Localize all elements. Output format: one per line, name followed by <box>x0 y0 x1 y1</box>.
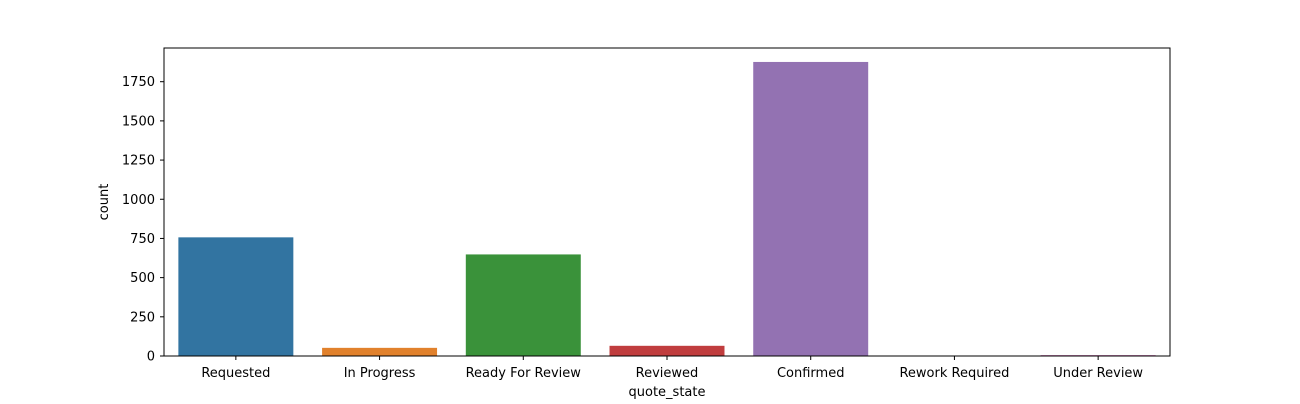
x-tick-label: Requested <box>201 366 270 381</box>
x-tick-label: Under Review <box>1053 366 1143 381</box>
bar-in-progress <box>322 348 437 356</box>
bars-layer <box>178 62 1155 356</box>
y-tick-label: 1500 <box>122 114 155 129</box>
x-tick-label: Confirmed <box>777 366 845 381</box>
y-axis-ticks: 0 250 500 750 1000 1250 1500 1750 <box>122 75 164 364</box>
y-tick-label: 1750 <box>122 75 155 90</box>
x-tick-label: Ready For Review <box>466 366 582 381</box>
bar-confirmed <box>753 62 868 356</box>
bar-ready-for-review <box>466 254 581 356</box>
x-tick-label: Reviewed <box>636 366 699 381</box>
x-axis-ticks: Requested In Progress Ready For Review Revi… <box>201 356 1143 381</box>
y-tick-label: 1000 <box>122 193 155 208</box>
x-tick-label: In Progress <box>344 366 416 381</box>
x-tick-label: Rework Required <box>899 366 1009 381</box>
y-tick-label: 750 <box>130 232 155 247</box>
bar-reviewed <box>610 346 725 356</box>
y-tick-label: 0 <box>147 350 155 365</box>
plot-frame <box>164 48 1170 356</box>
y-axis-label: count <box>97 184 112 221</box>
bar-requested <box>178 237 293 356</box>
y-tick-label: 1250 <box>122 154 155 169</box>
y-tick-label: 250 <box>130 310 155 325</box>
y-tick-label: 500 <box>130 271 155 286</box>
x-axis-label: quote_state <box>629 385 706 400</box>
